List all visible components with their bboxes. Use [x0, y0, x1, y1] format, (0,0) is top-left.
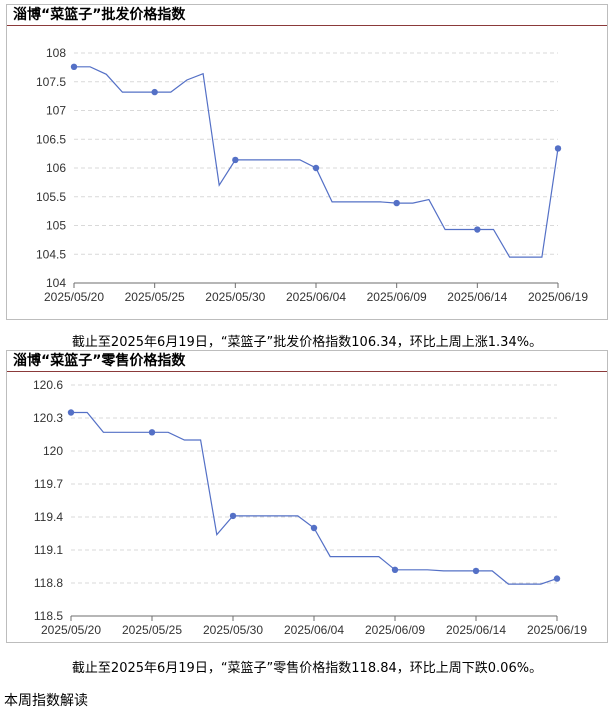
- y-tick-label: 119.7: [34, 477, 63, 491]
- data-point[interactable]: [151, 88, 158, 96]
- data-point[interactable]: [553, 575, 561, 582]
- y-tick-label: 119.4: [34, 510, 63, 524]
- data-point[interactable]: [148, 429, 156, 436]
- x-tick-label: 2025/06/09: [367, 290, 427, 304]
- x-tick-label: 2025/05/20: [41, 623, 101, 637]
- y-tick-label: 119.1: [34, 543, 63, 557]
- x-tick-label: 2025/05/25: [122, 623, 182, 637]
- data-point[interactable]: [232, 156, 239, 164]
- weekly-interpretation-heading: 本周指数解读: [4, 693, 88, 709]
- x-tick-label: 2025/06/14: [446, 623, 506, 637]
- data-point[interactable]: [312, 164, 320, 172]
- x-tick-label: 2025/06/09: [365, 623, 425, 637]
- y-tick-label: 106: [46, 161, 66, 175]
- y-tick-label: 104: [46, 276, 66, 290]
- data-point[interactable]: [472, 567, 480, 575]
- x-tick-label: 2025/06/19: [528, 290, 588, 304]
- data-point[interactable]: [474, 226, 481, 233]
- y-tick-label: 105: [46, 219, 66, 233]
- data-point[interactable]: [70, 63, 78, 70]
- retail-chart-panel: 淄博“菜篮子”零售价格指数 118.5 118.8 119.1 119.4 119.7 1…: [6, 350, 608, 643]
- index-series-line: [71, 411, 558, 585]
- retail-chart: 118.5 118.8 119.1 119.4 119.7 120 120.3 120.6 20…: [33, 378, 587, 637]
- data-point[interactable]: [229, 512, 237, 520]
- wholesale-chart-title: 淄博“菜篮子”批发价格指数: [7, 5, 607, 26]
- x-tick-label: 2025/05/30: [203, 623, 263, 637]
- y-tick-label: 107: [46, 104, 66, 118]
- data-point[interactable]: [391, 566, 399, 573]
- data-point[interactable]: [393, 199, 400, 207]
- y-tick-label: 105.5: [36, 190, 66, 204]
- y-tick-label: 104.5: [36, 247, 66, 261]
- index-series-line: [74, 66, 559, 258]
- y-tick-label: 108: [46, 46, 66, 60]
- x-tick-label: 2025/06/14: [447, 290, 507, 304]
- y-tick-label: 120: [43, 444, 63, 458]
- wholesale-chart-panel: 淄博“菜篮子”批发价格指数 104 104.5 105 105.5 106 106.5 10…: [6, 4, 608, 320]
- retail-caption: 截止至2025年6月19日，“菜篮子”零售价格指数118.84，环比上周下跌0.…: [71, 661, 543, 676]
- x-tick-label: 2025/06/04: [284, 623, 344, 637]
- y-tick-label: 120.6: [33, 378, 63, 392]
- retail-chart-title: 淄博“菜篮子”零售价格指数: [7, 351, 607, 372]
- data-point[interactable]: [310, 524, 318, 532]
- x-tick-label: 2025/06/19: [527, 623, 587, 637]
- y-tick-label: 106.5: [36, 132, 66, 146]
- wholesale-chart: 104 104.5 105 105.5 106 106.5 107 107.5 108 2025/…: [36, 46, 588, 304]
- data-point[interactable]: [67, 409, 75, 416]
- y-tick-label: 120.3: [33, 411, 63, 425]
- data-point[interactable]: [554, 145, 562, 152]
- x-tick-label: 2025/05/20: [44, 290, 104, 304]
- y-tick-label: 118.5: [34, 609, 63, 623]
- y-tick-label: 118.8: [34, 576, 63, 590]
- x-tick-label: 2025/05/25: [125, 290, 185, 304]
- x-tick-label: 2025/05/30: [205, 290, 265, 304]
- x-tick-label: 2025/06/04: [286, 290, 346, 304]
- wholesale-caption: 截止至2025年6月19日，“菜篮子”批发价格指数106.34，环比上周上涨1.…: [71, 335, 543, 350]
- y-tick-label: 107.5: [36, 75, 66, 89]
